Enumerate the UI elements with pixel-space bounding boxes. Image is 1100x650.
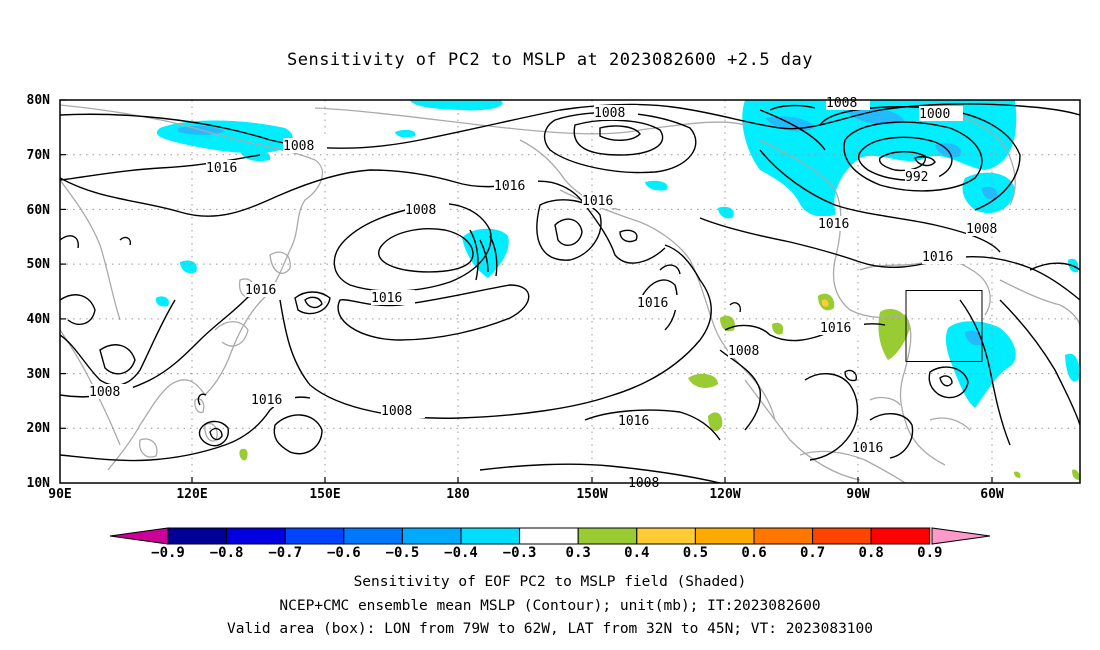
lon-label: 90E	[48, 487, 71, 502]
contour-label: 1016	[582, 194, 613, 209]
contour-label: 1016	[922, 250, 953, 265]
contour-label: 1008	[283, 139, 314, 154]
sensitivity-shading	[155, 100, 1080, 480]
colorbar-swatch	[167, 527, 228, 545]
colorbar: −0.9 −0.8 −0.7 −0.6 −0.5 −0.4 −0.3 0.3 0.4 0.5 0.6…	[109, 527, 991, 561]
colorbar-label: −0.5	[386, 545, 420, 561]
contour-label: 1016	[251, 393, 282, 408]
contour-label: 1008	[381, 404, 412, 419]
contour-label: 1008	[594, 106, 625, 121]
lon-label: 180	[446, 487, 470, 502]
colorbar-swatch	[577, 527, 638, 545]
colorbar-label: −0.4	[444, 545, 478, 561]
caption-line-1: Sensitivity of EOF PC2 to MSLP field (Sh…	[353, 574, 747, 590]
colorbar-swatch	[226, 527, 286, 545]
contour-label: 1016	[206, 161, 237, 176]
lon-label: 120E	[176, 487, 207, 502]
colorbar-label: 0.7	[800, 545, 825, 561]
colorbar-low-extend	[109, 527, 169, 545]
lat-label: 30N	[27, 367, 51, 382]
contour-label: 1008	[89, 385, 120, 400]
colorbar-label: −0.6	[327, 545, 361, 561]
lat-label: 20N	[27, 421, 51, 436]
lon-label: 90W	[846, 487, 870, 502]
colorbar-label: −0.3	[503, 545, 537, 561]
lat-label: 40N	[27, 312, 51, 327]
contour-label: 1008	[966, 222, 997, 237]
graticule	[60, 100, 1080, 483]
colorbar-swatch	[694, 527, 755, 545]
axis-ticks	[60, 99, 993, 483]
contour-label: 1008	[405, 203, 436, 218]
lon-label: 60W	[980, 487, 1004, 502]
lon-label: 150E	[309, 487, 340, 502]
contour-label: 992	[905, 170, 928, 185]
chart-title: Sensitivity of PC2 to MSLP at 2023082600…	[286, 50, 813, 70]
colorbar-label: 0.5	[683, 545, 708, 561]
contour-label: 1016	[245, 283, 276, 298]
contour-label: 1016	[820, 321, 851, 336]
colorbar-swatch	[870, 527, 931, 545]
colorbar-swatch	[636, 527, 696, 545]
colorbar-swatch	[460, 527, 521, 545]
colorbar-label: 0.4	[624, 545, 649, 561]
contour-label: 1016	[852, 441, 883, 456]
contour-label: 1016	[818, 217, 849, 232]
colorbar-high-extend	[931, 527, 991, 545]
colorbar-label: −0.8	[210, 545, 244, 561]
longitude-labels: 90E 120E 150E 180 150W 120W 90W 60W	[48, 487, 1004, 502]
lat-label: 50N	[27, 257, 51, 272]
latitude-labels: 80N 70N 60N 50N 40N 30N 20N 10N	[27, 93, 51, 491]
colorbar-swatch	[401, 527, 462, 545]
lat-label: 60N	[27, 203, 51, 218]
caption-line-2: NCEP+CMC ensemble mean MSLP (Contour); u…	[279, 598, 821, 614]
contour-label: 1008	[826, 96, 857, 111]
colorbar-swatch	[284, 527, 345, 545]
colorbar-swatch	[753, 527, 814, 545]
valid-area-box	[905, 290, 983, 362]
map-frame	[59, 99, 1081, 484]
colorbar-label: 0.6	[741, 545, 766, 561]
lat-label: 70N	[27, 148, 51, 163]
contour-label: 1016	[371, 291, 402, 306]
colorbar-label: 0.3	[566, 545, 591, 561]
lat-label: 80N	[27, 93, 51, 108]
contour-label: 1016	[637, 296, 668, 311]
lon-label: 150W	[576, 487, 607, 502]
colorbar-label: 0.8	[859, 545, 884, 561]
colorbar-swatch	[812, 527, 872, 545]
contour-label: 1008	[728, 344, 759, 359]
colorbar-label: −0.9	[151, 545, 185, 561]
colorbar-label: −0.7	[268, 545, 302, 561]
colorbar-swatch	[343, 527, 403, 545]
contour-label: 1016	[494, 179, 525, 194]
contour-label: 1000	[919, 107, 950, 122]
colorbar-label: 0.9	[917, 545, 942, 561]
contour-label: 1016	[618, 414, 649, 429]
caption-line-3: Valid area (box): LON from 79W to 62W, L…	[226, 621, 873, 637]
lat-label: 10N	[27, 476, 51, 491]
lon-label: 120W	[709, 487, 740, 502]
colorbar-swatch	[519, 527, 579, 545]
